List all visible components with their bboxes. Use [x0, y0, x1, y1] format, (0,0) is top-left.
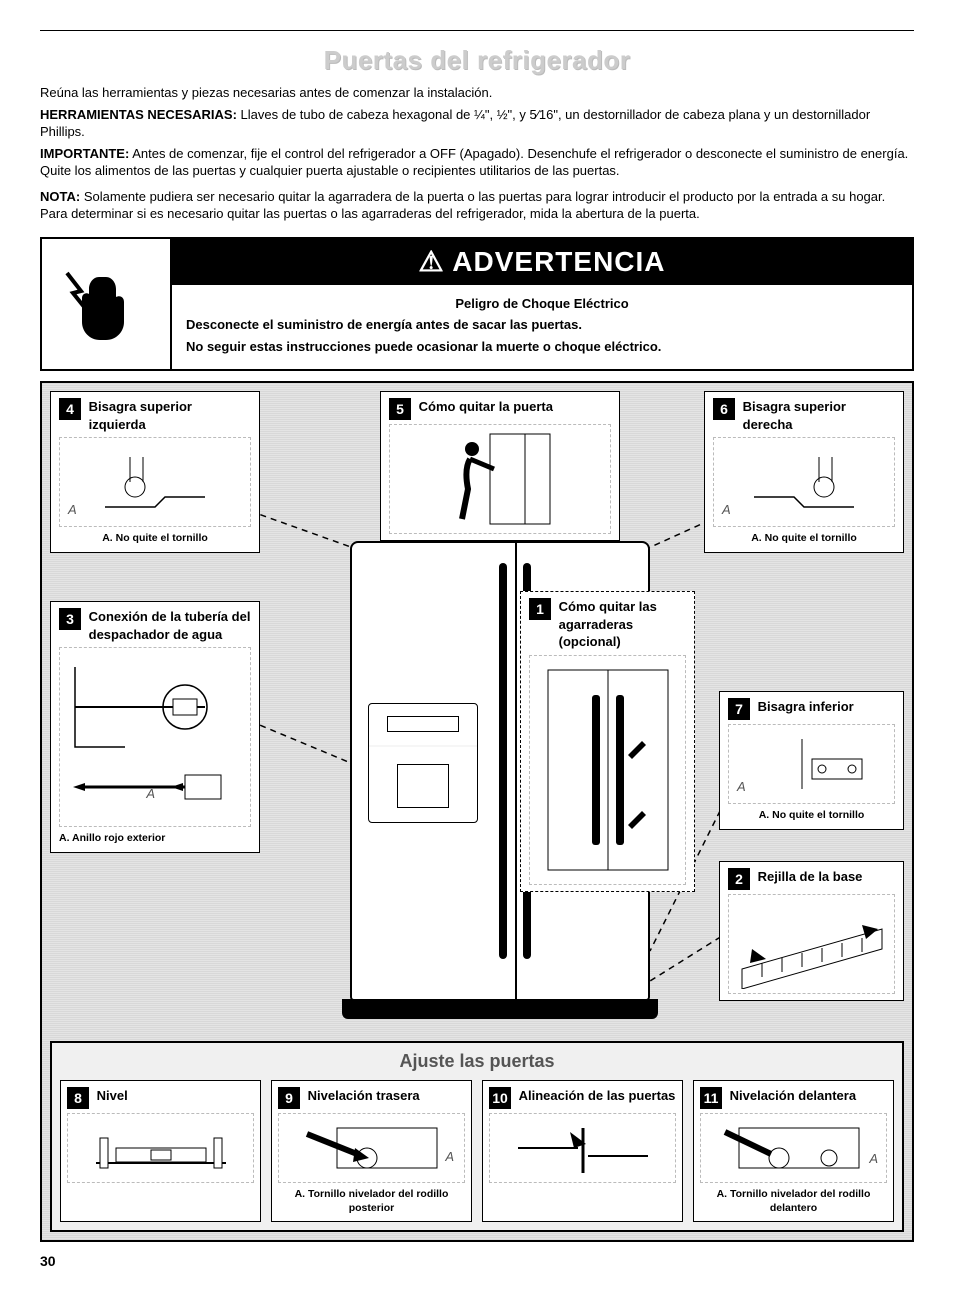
callout-6-title: Bisagra superior derecha — [743, 398, 895, 433]
callout-1-title: Cómo quitar las agarraderas (opcional) — [559, 598, 686, 651]
callout-6-foot: A. No quite el tornillo — [713, 531, 895, 545]
intro-important: IMPORTANTE: Antes de comenzar, fije el c… — [40, 145, 914, 180]
callout-7: 7 Bisagra inferior A A. No quite el torn… — [719, 691, 904, 829]
intro-tools: HERRAMIENTAS NECESARIAS: Llaves de tubo … — [40, 106, 914, 141]
callout-7-number: 7 — [728, 698, 750, 720]
callout-7-title: Bisagra inferior — [758, 698, 854, 716]
remove-door-icon — [389, 424, 611, 534]
page-number: 30 — [40, 1252, 914, 1271]
callout-10: 10 Alineación de las puertas — [482, 1080, 683, 1222]
callout-3-foot: A. Anillo rojo exterior — [59, 831, 251, 845]
hinge-left-icon: A — [59, 437, 251, 527]
callout-11-number: 11 — [700, 1087, 722, 1109]
callout-10-title: Alineación de las puertas — [519, 1087, 676, 1105]
callout-11: 11 Nivelación delantera A A. Tornillo ni… — [693, 1080, 894, 1222]
callout-1-number: 1 — [529, 598, 551, 620]
lower-panel: Ajuste las puertas 8 Nivel 9 Nivelación … — [50, 1041, 904, 1232]
callout-5: 5 Cómo quitar la puerta — [380, 391, 620, 541]
hinge-bottom-icon: A — [728, 724, 895, 804]
callout-4-foot: A. No quite el tornillo — [59, 531, 251, 545]
callout-9: 9 Nivelación trasera A A. Tornillo nivel… — [271, 1080, 472, 1222]
warning-heading: ADVERTENCIA — [172, 239, 912, 285]
callout-11-foot: A. Tornillo nivelador del rodillo delant… — [700, 1187, 887, 1215]
level-icon — [67, 1113, 254, 1183]
warning-line1: Desconecte el suministro de energía ante… — [186, 316, 898, 334]
callout-4-number: 4 — [59, 398, 81, 420]
warning-subtitle: Peligro de Choque Eléctrico — [186, 295, 898, 313]
intro-line1: Reúna las herramientas y piezas necesari… — [40, 84, 914, 102]
water-tube-icon: A — [59, 647, 251, 827]
door-align-icon — [489, 1113, 676, 1183]
callout-8: 8 Nivel — [60, 1080, 261, 1222]
callout-3: 3 Conexión de la tubería del despachador… — [50, 601, 260, 852]
page-title: Puertas del refrigerador — [40, 43, 914, 78]
callout-1: 1 Cómo quitar las agarraderas (opcional) — [520, 591, 695, 892]
rear-level-icon: A — [278, 1113, 465, 1183]
hinge-right-icon: A — [713, 437, 895, 527]
callout-4-title: Bisagra superior izquierda — [89, 398, 251, 433]
intro-note: NOTA: Solamente pudiera ser necesario qu… — [40, 188, 914, 223]
callout-9-title: Nivelación trasera — [308, 1087, 420, 1105]
callout-3-number: 3 — [59, 608, 81, 630]
callout-7-foot: A. No quite el tornillo — [728, 808, 895, 822]
callout-10-number: 10 — [489, 1087, 511, 1109]
callout-5-number: 5 — [389, 398, 411, 420]
callout-11-title: Nivelación delantera — [730, 1087, 856, 1105]
callout-2: 2 Rejilla de la base — [719, 861, 904, 1001]
important-text: Antes de comenzar, fije el control del r… — [40, 146, 908, 179]
note-label: NOTA: — [40, 189, 80, 204]
callout-9-foot: A. Tornillo nivelador del rodillo poster… — [278, 1187, 465, 1215]
warning-box: ADVERTENCIA Peligro de Choque Eléctrico … — [40, 237, 914, 371]
callout-2-number: 2 — [728, 868, 750, 890]
callout-8-title: Nivel — [97, 1087, 128, 1105]
callout-4: 4 Bisagra superior izquierda A A. No qui… — [50, 391, 260, 552]
handles-icon — [529, 655, 686, 885]
important-label: IMPORTANTE: — [40, 146, 129, 161]
base-grille-icon — [728, 894, 895, 994]
warning-body: ADVERTENCIA Peligro de Choque Eléctrico … — [172, 239, 912, 369]
shock-hand-icon — [42, 239, 172, 369]
callout-6: 6 Bisagra superior derecha A A. No quite… — [704, 391, 904, 552]
tools-label: HERRAMIENTAS NECESARIAS: — [40, 107, 237, 122]
callout-9-number: 9 — [278, 1087, 300, 1109]
top-rule — [40, 30, 914, 31]
note-text: Solamente pudiera ser necesario quitar l… — [40, 189, 885, 222]
lower-heading: Ajuste las puertas — [60, 1049, 894, 1073]
front-level-icon: A — [700, 1113, 887, 1183]
callout-2-title: Rejilla de la base — [758, 868, 863, 886]
callout-6-number: 6 — [713, 398, 735, 420]
callout-5-title: Cómo quitar la puerta — [419, 398, 553, 416]
callout-3-title: Conexión de la tubería del despachador d… — [89, 608, 251, 643]
diagram-container: 4 Bisagra superior izquierda A A. No qui… — [40, 381, 914, 1242]
warning-line2: No seguir estas instrucciones puede ocas… — [186, 338, 898, 356]
callout-8-number: 8 — [67, 1087, 89, 1109]
